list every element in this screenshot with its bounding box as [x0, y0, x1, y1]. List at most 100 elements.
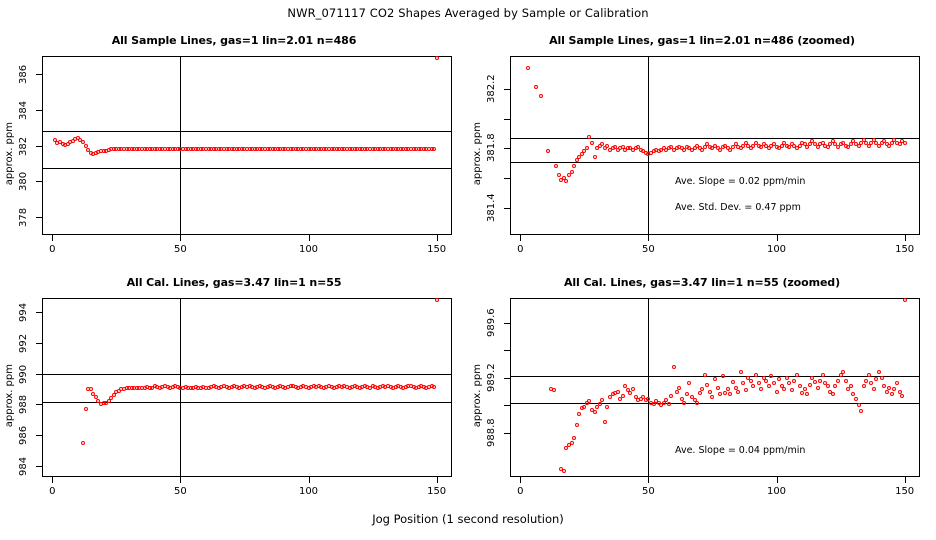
data-point	[710, 395, 715, 400]
data-point	[705, 142, 710, 146]
data-point	[564, 446, 569, 451]
x-tick	[52, 235, 53, 241]
data-point	[613, 144, 618, 149]
data-point	[533, 85, 538, 90]
y-tick-label: 994	[18, 302, 29, 322]
data-point	[689, 395, 694, 400]
data-point	[96, 399, 101, 404]
x-tick-label: 50	[642, 486, 655, 497]
data-point	[725, 386, 730, 391]
data-point	[792, 143, 797, 148]
data-point	[661, 400, 666, 405]
data-point	[605, 143, 610, 148]
data-point	[631, 147, 635, 152]
y-tick-label: 384	[18, 100, 29, 120]
x-axis-title: Jog Position (1 second resolution)	[372, 512, 564, 526]
data-point	[810, 375, 815, 380]
data-point	[590, 140, 594, 145]
data-point	[728, 147, 733, 152]
data-point	[861, 384, 866, 389]
data-point	[882, 139, 887, 144]
data-point	[782, 140, 787, 145]
y-tick-label: 380	[18, 171, 29, 191]
data-point	[715, 385, 720, 390]
data-point	[825, 384, 830, 389]
data-point	[887, 143, 892, 148]
data-point	[889, 392, 894, 397]
reference-line-horizontal-0	[42, 131, 452, 132]
data-point	[800, 391, 805, 395]
data-point	[88, 387, 93, 392]
y-tick	[36, 312, 42, 313]
panel-bottom-right: All Cal. Lines, gas=3.47 lin=1 n=55 (zoo…	[468, 272, 936, 512]
panel-top-left: All Sample Lines, gas=1 lin=2.01 n=486 a…	[0, 30, 468, 270]
data-point	[587, 399, 592, 404]
data-point	[830, 139, 835, 144]
data-point	[595, 404, 600, 409]
data-point	[730, 144, 735, 149]
data-point	[582, 404, 587, 409]
data-point	[525, 65, 530, 70]
data-point	[902, 298, 907, 302]
data-point	[805, 392, 810, 397]
reference-line-vertical-0	[180, 56, 181, 235]
x-tick-label: 50	[642, 244, 655, 255]
y-axis-title-bottom-right: approx. ppm	[472, 364, 483, 428]
x-tick	[648, 235, 649, 241]
x-tick	[437, 477, 438, 483]
reference-line-vertical-0	[648, 298, 649, 477]
x-tick	[777, 235, 778, 241]
data-point	[882, 384, 887, 389]
data-point	[823, 381, 828, 386]
data-point	[736, 389, 741, 394]
data-point	[877, 370, 881, 375]
y-tick-label: 986	[18, 425, 29, 445]
data-point	[692, 397, 697, 402]
data-point	[86, 147, 91, 152]
data-point	[579, 152, 584, 157]
data-point	[751, 143, 756, 148]
data-point	[848, 384, 853, 389]
data-point	[615, 389, 620, 394]
data-point	[771, 381, 776, 386]
data-point	[677, 385, 682, 390]
y-tick	[36, 343, 42, 344]
y-tick-label: 992	[18, 333, 29, 353]
data-point	[566, 443, 571, 448]
data-point	[109, 396, 114, 401]
data-point	[733, 142, 738, 146]
data-point	[651, 402, 656, 407]
data-point	[784, 375, 789, 380]
y-tick	[36, 146, 42, 147]
plot-area-bottom-right	[510, 298, 920, 477]
x-tick	[905, 235, 906, 241]
data-point	[432, 147, 437, 152]
panel-top-right: All Sample Lines, gas=1 lin=2.01 n=486 (…	[468, 30, 936, 270]
panel-title-bottom-left: All Cal. Lines, gas=3.47 lin=1 n=55	[126, 276, 342, 289]
y-tick-label: 988.8	[486, 418, 497, 448]
x-tick	[309, 477, 310, 483]
data-point	[754, 140, 758, 145]
data-point	[889, 140, 894, 145]
data-point	[595, 146, 600, 151]
data-point	[764, 143, 769, 148]
x-tick-label: 100	[766, 244, 787, 255]
data-point	[833, 384, 838, 389]
x-tick-label: 50	[174, 244, 187, 255]
plot-area-bottom-left	[42, 298, 452, 477]
y-tick	[36, 435, 42, 436]
data-point	[666, 402, 671, 407]
data-point	[815, 144, 820, 149]
data-point	[741, 381, 746, 386]
data-point	[795, 373, 799, 378]
data-point	[648, 150, 653, 155]
data-point	[869, 381, 874, 386]
data-point	[628, 391, 633, 395]
data-point	[787, 381, 792, 386]
x-tick	[520, 477, 521, 483]
data-point	[569, 440, 574, 445]
reference-line-horizontal-1	[42, 402, 452, 403]
x-tick-label: 0	[517, 244, 524, 255]
data-point	[83, 407, 88, 412]
y-tick	[504, 208, 510, 209]
